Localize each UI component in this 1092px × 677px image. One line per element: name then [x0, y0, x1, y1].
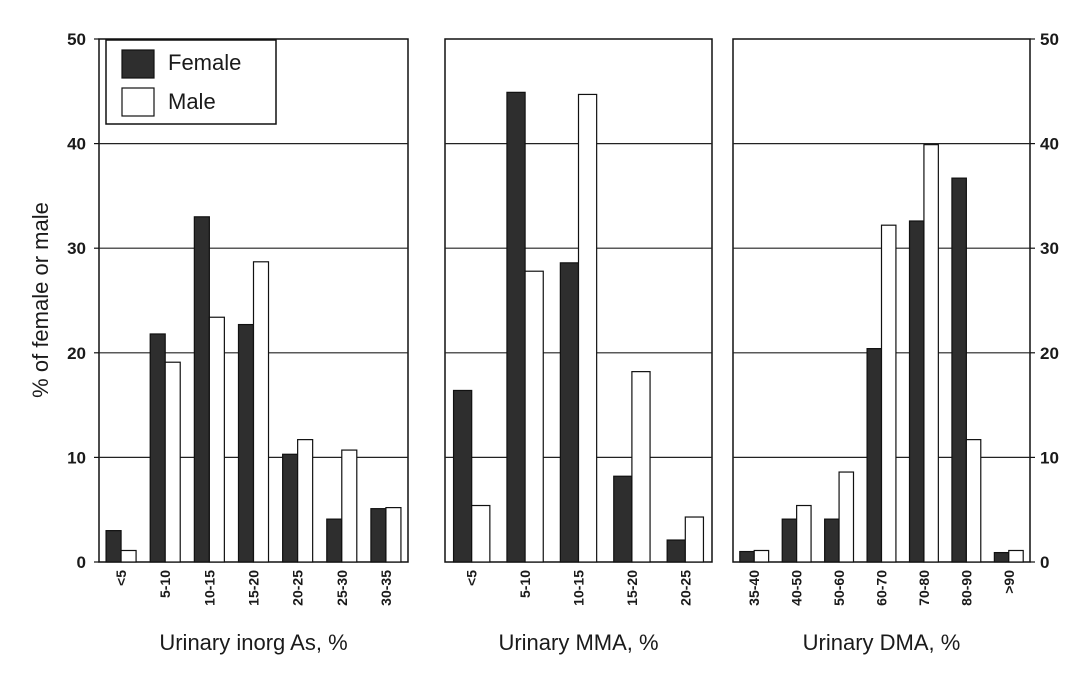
- bar-female: [237, 323, 255, 563]
- bar-female: [193, 216, 210, 563]
- bar-male: [880, 224, 897, 563]
- y-tick-label: 50: [1040, 30, 1059, 49]
- x-category-label: 10-15: [571, 570, 587, 606]
- bar-male: [120, 549, 137, 563]
- y-tick-label: 0: [1040, 553, 1049, 572]
- x-axis-title: Urinary inorg As, %: [159, 630, 347, 655]
- x-category-label: 5-10: [517, 570, 533, 598]
- bar-male: [631, 371, 651, 563]
- x-category-label: 50-60: [831, 570, 847, 606]
- bar-male: [577, 93, 598, 563]
- bar-female: [666, 539, 686, 563]
- bar-male: [753, 549, 770, 563]
- y-tick-label: 10: [67, 448, 86, 467]
- y-tick-label: 20: [1040, 344, 1059, 363]
- bar-female: [824, 518, 840, 563]
- bar-male: [471, 504, 491, 563]
- bar-male: [796, 504, 812, 563]
- x-category-label: 80-90: [958, 570, 974, 606]
- bar-female: [908, 220, 925, 563]
- bar-male: [684, 516, 705, 563]
- y-tick-label: 20: [67, 344, 86, 363]
- bar-male: [252, 261, 270, 563]
- x-category-label: 60-70: [874, 570, 890, 606]
- x-category-label: 15-20: [246, 570, 262, 606]
- bar-male: [838, 471, 855, 563]
- x-category-label: 20-25: [290, 570, 306, 606]
- bar-female: [951, 177, 967, 563]
- bar-female: [506, 91, 526, 563]
- bar-female: [781, 518, 798, 563]
- panel-1: 0 10 20 30 40 50 <5 5-10 10-15 15-20 20-25 25-30 30-…: [67, 30, 409, 655]
- bar-male: [524, 270, 544, 563]
- bar-female: [866, 348, 883, 563]
- y-tick-label: 30: [1040, 239, 1059, 258]
- x-axis-title: Urinary MMA, %: [498, 630, 658, 655]
- bar-male: [965, 439, 982, 563]
- x-category-label: 5-10: [157, 570, 173, 598]
- legend-swatch-female: [121, 49, 155, 79]
- y-tick-label: 40: [67, 135, 86, 154]
- bar-male: [923, 144, 939, 563]
- bar-female: [452, 389, 473, 563]
- y-tick-label: 40: [1040, 135, 1059, 154]
- y-tick-label: 10: [1040, 448, 1059, 467]
- bar-male: [164, 361, 181, 563]
- x-category-label: <5: [113, 570, 129, 586]
- bar-male: [341, 449, 358, 563]
- bar-female: [993, 551, 1010, 563]
- legend-label-female: Female: [168, 50, 241, 75]
- bar-female: [370, 508, 387, 563]
- y-axis-title: % of female or male: [28, 202, 53, 398]
- bar-female: [739, 550, 755, 563]
- panel-3: 0 10 20 30 40 50 35-40 40-50 50-60 60-70 70-80 80-9…: [732, 30, 1059, 655]
- x-category-label: <5: [464, 570, 480, 586]
- bar-female: [559, 262, 580, 563]
- x-category-label: 70-80: [916, 570, 932, 606]
- y-tick-label: 30: [67, 239, 86, 258]
- bar-female: [149, 333, 166, 563]
- x-category-label: 15-20: [624, 570, 640, 606]
- x-axis-title: Urinary DMA, %: [803, 630, 961, 655]
- y-tick-label: 0: [77, 553, 86, 572]
- panel-2: <5 5-10 10-15 15-20 20-25 Urinary MMA, %: [444, 38, 713, 655]
- bar-female: [282, 453, 299, 563]
- x-category-label: 20-25: [677, 570, 693, 606]
- x-category-label: >90: [1001, 570, 1017, 594]
- bar-male: [208, 316, 225, 563]
- x-category-label: 40-50: [789, 570, 805, 606]
- bar-female: [613, 475, 633, 563]
- legend: Female Male: [105, 39, 277, 125]
- bar-male: [297, 439, 314, 563]
- x-category-label: 25-30: [334, 570, 350, 606]
- bar-female: [326, 518, 343, 563]
- x-category-label: 10-15: [201, 570, 217, 606]
- bar-male: [385, 507, 402, 563]
- y-tick-label: 50: [67, 30, 86, 49]
- bar-female: [105, 530, 122, 563]
- legend-swatch-male: [121, 87, 155, 117]
- legend-label-male: Male: [168, 89, 216, 114]
- bar-male: [1008, 549, 1024, 563]
- x-category-label: 30-35: [378, 570, 394, 606]
- x-category-label: 35-40: [746, 570, 762, 606]
